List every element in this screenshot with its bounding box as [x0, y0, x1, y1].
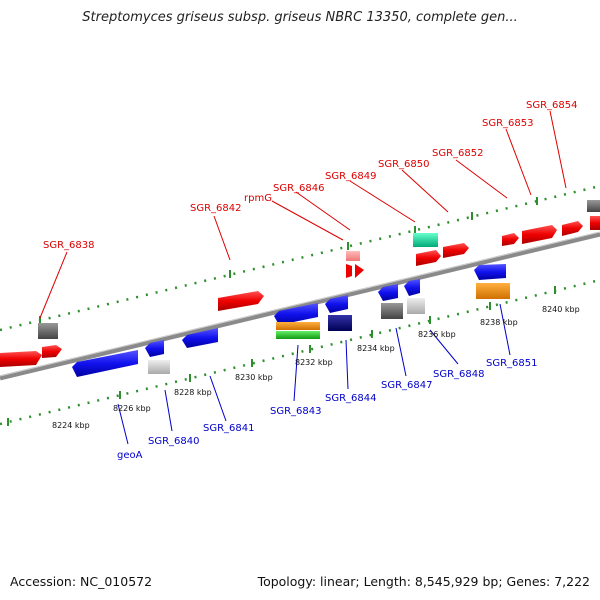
- gene-label-forward[interactable]: SGR_6846: [273, 183, 325, 194]
- gene-feature-reverse[interactable]: [274, 303, 318, 325]
- kbp-label: 8230 kbp: [235, 373, 273, 382]
- forward-gene-labels: SGR_6838 SGR_6842 rpmG SGR_6846 SGR_6849…: [43, 100, 578, 251]
- gene-feature-reverse[interactable]: [378, 284, 398, 301]
- gene-feature-reverse[interactable]: [72, 350, 138, 377]
- map-title: Streptomyces griseus subsp. griseus NBRC…: [82, 10, 518, 25]
- kbp-labels: 8224 kbp 8226 kbp 8228 kbp 8230 kbp 8232…: [52, 305, 580, 430]
- gene-feature-forward[interactable]: [502, 233, 519, 246]
- reverse-gene-labels: geoA SGR_6840 SGR_6841 SGR_6843 SGR_6844…: [117, 358, 538, 461]
- gene-feature-forward[interactable]: [416, 250, 441, 266]
- reverse-leader-lines: [117, 303, 511, 445]
- gene-feature-reverse[interactable]: [182, 328, 218, 348]
- gene-label-forward[interactable]: SGR_6850: [378, 159, 430, 170]
- kbp-label: 8232 kbp: [295, 358, 333, 367]
- gene-label-reverse[interactable]: geoA: [117, 450, 143, 461]
- gene-feature-forward[interactable]: [218, 291, 264, 311]
- gene-feature-forward[interactable]: [38, 323, 58, 339]
- gene-feature-reverse[interactable]: [145, 340, 164, 357]
- gene-feature-forward[interactable]: [562, 221, 583, 236]
- gene-feature-forward[interactable]: [355, 264, 364, 278]
- gene-feature-forward[interactable]: [413, 233, 438, 247]
- kbp-label: 8228 kbp: [174, 388, 212, 397]
- kbp-label: 8236 kbp: [418, 330, 456, 339]
- gene-feature-forward[interactable]: [0, 351, 42, 367]
- rpmG-feature[interactable]: [346, 251, 360, 261]
- gene-feature-reverse[interactable]: [276, 322, 320, 330]
- kbp-label: 8224 kbp: [52, 421, 90, 430]
- gene-label-forward[interactable]: SGR_6852: [432, 148, 484, 159]
- gene-feature-reverse[interactable]: [148, 360, 170, 374]
- gene-label-forward[interactable]: SGR_6849: [325, 171, 377, 182]
- gene-feature-reverse[interactable]: [325, 295, 348, 313]
- gene-label-forward[interactable]: SGR_6842: [190, 203, 242, 214]
- kbp-label: 8240 kbp: [542, 305, 580, 314]
- gene-label-forward[interactable]: SGR_6853: [482, 118, 534, 129]
- gene-label-forward[interactable]: SGR_6838: [43, 240, 95, 251]
- gene-label-reverse[interactable]: SGR_6844: [325, 393, 377, 404]
- gene-label-reverse[interactable]: SGR_6841: [203, 423, 255, 434]
- forward-leader-lines: [39, 110, 567, 319]
- reverse-tick-line: [0, 278, 600, 426]
- kbp-label: 8234 kbp: [357, 344, 395, 353]
- gene-feature-forward[interactable]: [443, 243, 469, 258]
- gene-label-reverse[interactable]: SGR_6847: [381, 380, 433, 391]
- gene-feature-forward[interactable]: [42, 345, 62, 358]
- gene-label-forward[interactable]: SGR_6854: [526, 100, 578, 111]
- genome-summary-text: Topology: linear; Length: 8,545,929 bp; …: [257, 574, 590, 589]
- gene-feature-reverse[interactable]: [276, 331, 320, 339]
- gene-feature-reverse[interactable]: [476, 283, 510, 299]
- gene-feature-reverse[interactable]: [328, 315, 352, 331]
- gene-label-reverse[interactable]: SGR_6851: [486, 358, 538, 369]
- gene-feature-reverse[interactable]: [407, 298, 425, 314]
- major-ticks: [7, 197, 556, 426]
- gene-feature-reverse[interactable]: [381, 303, 403, 319]
- gene-feature-reverse[interactable]: [474, 264, 506, 280]
- gene-label-reverse[interactable]: SGR_6840: [148, 436, 200, 447]
- gene-feature-forward[interactable]: [587, 200, 600, 212]
- kbp-label: 8226 kbp: [113, 404, 151, 413]
- kbp-label: 8238 kbp: [480, 318, 518, 327]
- genome-backbone: [0, 231, 600, 381]
- gene-feature-reverse[interactable]: [404, 279, 420, 296]
- gene-label-reverse[interactable]: SGR_6843: [270, 406, 322, 417]
- gene-feature-forward[interactable]: [522, 225, 557, 244]
- gene-feature-forward[interactable]: [590, 216, 600, 230]
- accession-text: Accession: NC_010572: [10, 574, 153, 589]
- gene-feature-forward[interactable]: [346, 264, 352, 278]
- gene-label-reverse[interactable]: SGR_6848: [433, 369, 485, 380]
- gene-label-forward[interactable]: rpmG: [244, 193, 272, 204]
